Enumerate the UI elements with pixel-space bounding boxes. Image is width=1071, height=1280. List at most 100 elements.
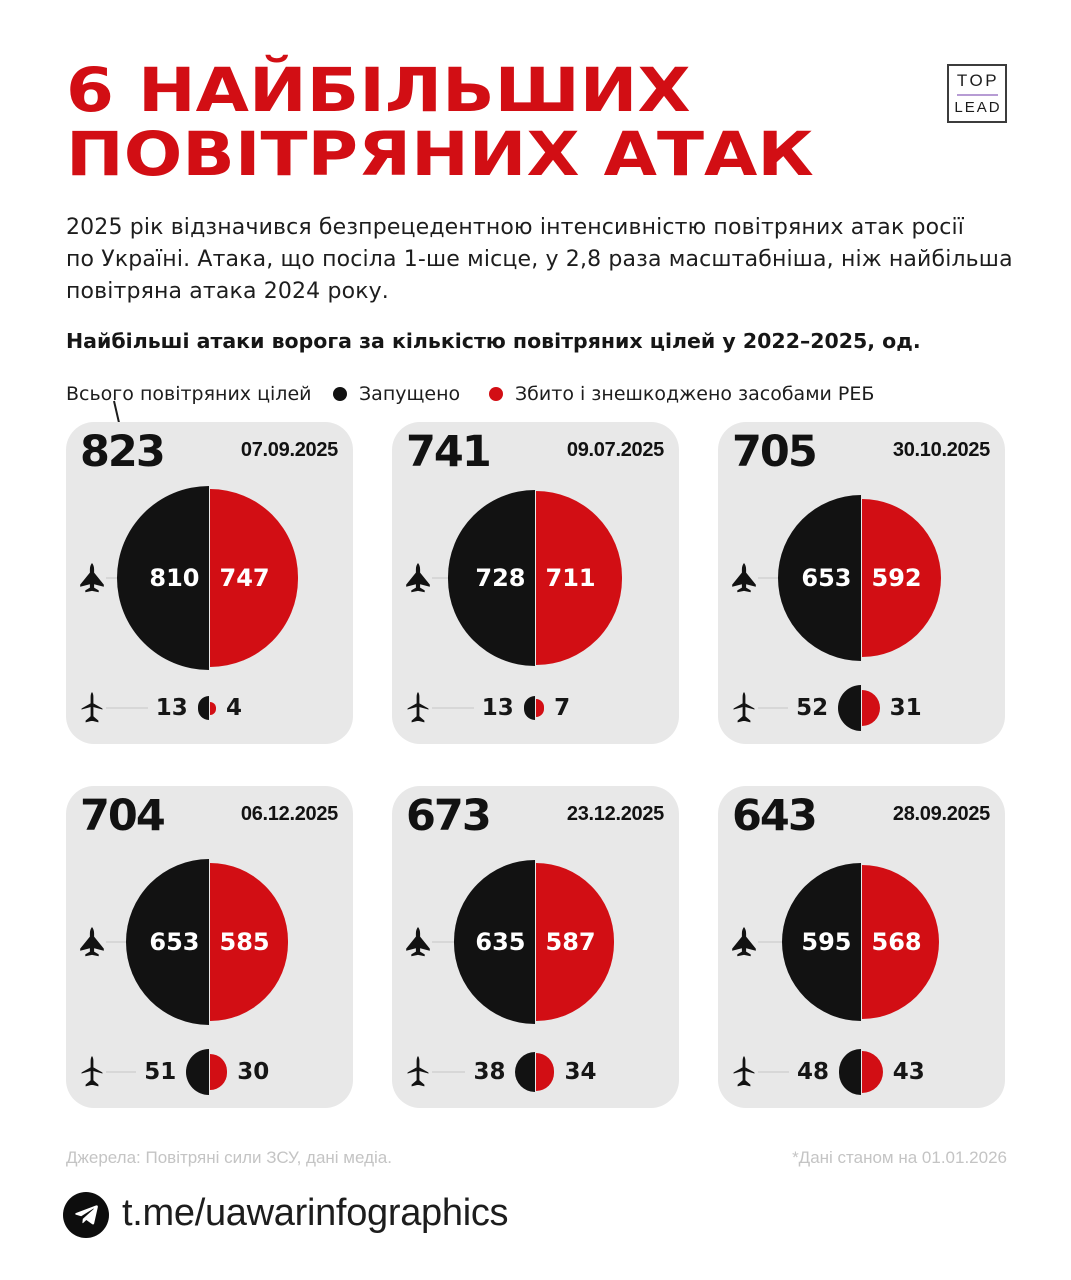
missiles-downed-half-circle [535,699,545,717]
missiles-launched-half-circle [515,1051,536,1093]
missiles-launched-half-circle [838,1049,862,1095]
legend-launched-dot-icon [333,387,347,401]
card-total-value: 673 [406,791,492,841]
card-date: 30.10.2025 [892,439,990,461]
missile-icon [733,692,755,723]
toplead-logo-lead-text: LEAD [954,99,1002,116]
missiles-downed-value: 34 [564,1059,597,1085]
drones-launched-value: 810 [149,564,200,592]
drones-downed-value: 587 [545,928,596,956]
missiles-launched-value: 13 [155,695,188,721]
card-total-value: 643 [732,791,818,841]
missiles-downed-half-circle [209,1054,228,1090]
telegram-plane-icon [75,1205,98,1225]
chart-subtitle: Найбільші атаки ворога за кількістю пові… [66,329,921,353]
missiles-launched-half-circle [197,696,210,720]
jet-icon [80,927,104,957]
legend-downed-label: Збито і знешкоджено засобами РЕБ [515,383,875,405]
jet-connector-line [432,577,448,579]
drones-launched-value: 595 [801,928,852,956]
drones-launched-value: 653 [801,564,852,592]
jet-connector-line [106,941,127,943]
missiles-downed-half-circle [535,1053,555,1091]
card-date: 23.12.2025 [566,803,664,825]
missile-icon [81,692,103,723]
missiles-launched-value: 38 [473,1059,506,1085]
missiles-downed-half-circle [209,701,216,715]
legend-item-downed: Збито і знешкоджено засобами РЕБ [489,383,874,405]
missile-icon [407,1056,429,1087]
legend-downed-dot-icon [489,387,503,401]
telegram-link[interactable]: t.me/uawarinfographics [63,1191,509,1238]
card-date: 07.09.2025 [240,439,338,461]
attack-card: 704 06.12.2025 653 585 51 30 [66,786,353,1108]
legend-total-label: Всього повітряних цілей [66,383,312,405]
card-date: 28.09.2025 [892,803,990,825]
telegram-handle: t.me/uawarinfographics [122,1191,509,1234]
toplead-logo: TOP LEAD [947,64,1007,123]
missiles-launched-value: 51 [144,1059,177,1085]
jet-connector-line [106,577,117,579]
card-date: 06.12.2025 [240,803,338,825]
card-total-value: 741 [406,427,492,477]
card-total-value: 823 [80,427,166,477]
jet-connector-line [758,941,783,943]
card-date: 09.07.2025 [566,439,664,461]
missiles-downed-value: 7 [554,695,571,721]
missile-connector-line [432,1071,466,1073]
missile-connector-line [758,1071,789,1073]
drones-launched-value: 635 [475,928,526,956]
jet-icon [732,927,756,957]
jet-icon [406,927,430,957]
missile-icon [81,1056,103,1087]
missile-icon [407,692,429,723]
jet-icon [406,563,430,593]
legend-item-launched: Запущено [333,383,460,405]
jet-connector-line [432,941,454,943]
missile-connector-line [106,707,148,709]
missiles-downed-value: 30 [237,1059,270,1085]
drones-downed-value: 568 [871,928,922,956]
missiles-launched-value: 48 [796,1059,829,1085]
drones-downed-value: 585 [219,928,270,956]
attack-card: 823 07.09.2025 810 747 13 4 [66,422,353,744]
attack-card: 643 28.09.2025 595 568 48 43 [718,786,1005,1108]
missile-icon [733,1056,755,1087]
sources-note: Джерела: Повітряні сили ЗСУ, дані медіа. [66,1148,392,1167]
missiles-launched-half-circle [838,684,862,732]
data-as-of-note: *Дані станом на 01.01.2026 [792,1148,1007,1167]
missiles-downed-half-circle [861,689,880,727]
attack-card: 705 30.10.2025 653 592 52 31 [718,422,1005,744]
missile-connector-line [432,707,474,709]
missile-connector-line [758,707,789,709]
drones-launched-value: 728 [475,564,526,592]
drones-downed-value: 592 [871,564,922,592]
intro-paragraph: 2025 рік відзначився безпрецедентною інт… [66,215,1013,304]
legend-launched-label: Запущено [359,383,461,405]
missiles-downed-half-circle [861,1050,883,1094]
missiles-launched-value: 13 [481,695,514,721]
missiles-launched-half-circle [523,696,536,720]
card-total-value: 705 [732,427,818,477]
jet-connector-line [758,577,779,579]
card-total-value: 704 [80,791,166,841]
missile-connector-line [106,1071,137,1073]
telegram-icon [63,1192,109,1238]
missiles-launched-value: 52 [796,695,829,721]
toplead-logo-divider [956,94,998,96]
drones-downed-value: 747 [219,564,270,592]
missiles-downed-value: 4 [226,695,243,721]
attack-card: 673 23.12.2025 635 587 38 34 [392,786,679,1108]
missiles-downed-value: 43 [892,1059,925,1085]
attack-cards-grid: 823 07.09.2025 810 747 13 4 741 09.07.20… [66,422,1005,1108]
jet-icon [732,563,756,593]
jet-icon [80,563,104,593]
page-title: 6 НАЙБІЛЬШИХ ПОВІТРЯНИХ АТАК [66,55,814,190]
missiles-downed-value: 31 [889,695,922,721]
missiles-launched-half-circle [186,1048,210,1096]
attack-card: 741 09.07.2025 728 711 13 7 [392,422,679,744]
drones-downed-value: 711 [545,564,596,592]
toplead-logo-top-text: TOP [956,71,1000,90]
drones-launched-value: 653 [149,928,200,956]
